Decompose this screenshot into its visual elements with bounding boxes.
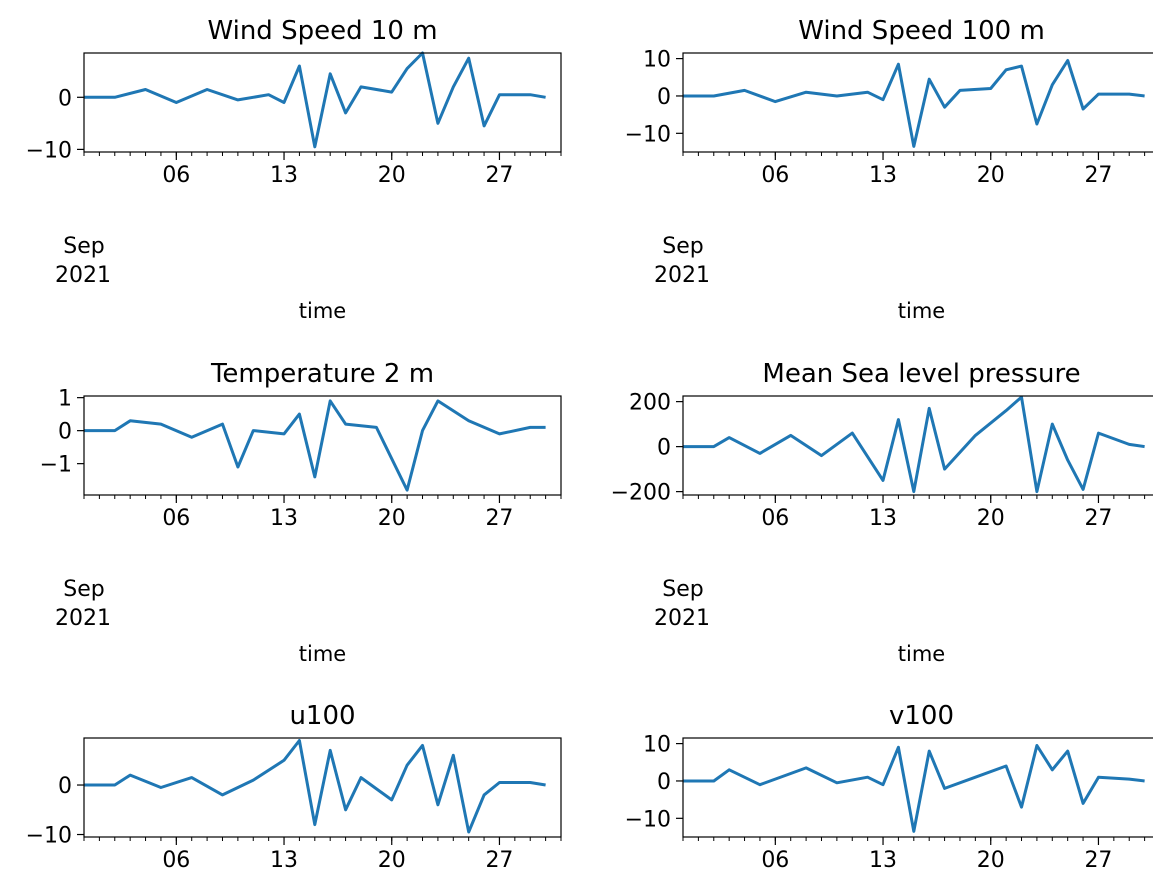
subplot-title: u100 — [289, 701, 355, 731]
x-axis-label: time — [299, 642, 346, 666]
x-tick-label: 27 — [1084, 848, 1112, 873]
x-tick-label: 20 — [977, 163, 1005, 188]
y-tick-label: 0 — [657, 436, 671, 461]
y-tick-label: 0 — [657, 85, 671, 110]
x-tick-label: 20 — [977, 848, 1005, 873]
x-axis-label: time — [299, 299, 346, 323]
series-line — [84, 399, 546, 492]
subplot-title: Wind Speed 10 m — [207, 16, 437, 46]
axes-frame — [83, 737, 562, 838]
x-month-label: Sep — [63, 577, 104, 602]
x-year-label: 2021 — [55, 263, 111, 288]
y-tick-label: 0 — [58, 774, 72, 799]
x-year-label: 2021 — [654, 606, 710, 631]
y-tick-label: −10 — [26, 138, 72, 163]
x-tick-label: 06 — [761, 163, 789, 188]
x-tick-label: 27 — [485, 848, 513, 873]
y-tick-label: −10 — [625, 807, 671, 832]
y-tick-label: 10 — [643, 48, 671, 73]
x-tick-label: 20 — [378, 506, 406, 531]
y-tick-label: −10 — [625, 122, 671, 147]
series-line — [683, 744, 1145, 833]
x-tick-label: 06 — [761, 506, 789, 531]
x-tick-label: 06 — [162, 163, 190, 188]
x-tick-label: 20 — [378, 848, 406, 873]
y-tick-label: 0 — [657, 770, 671, 795]
x-tick-label: 20 — [378, 163, 406, 188]
y-tick-label: 200 — [629, 391, 671, 416]
series-line — [683, 59, 1145, 148]
subplot-1: Wind Speed 10 m 06 13 20 27 0 −10 Sep 2021 time — [26, 16, 562, 323]
axes-frame — [682, 737, 1153, 838]
y-tick-label: −10 — [26, 824, 72, 849]
x-tick-label: 13 — [869, 848, 897, 873]
x-tick-label: 13 — [270, 163, 298, 188]
x-tick-label: 27 — [1084, 506, 1112, 531]
x-month-label: Sep — [63, 234, 104, 259]
x-tick-label: 20 — [977, 506, 1005, 531]
y-tick-label: −1 — [40, 453, 72, 478]
subplot-title: Wind Speed 100 m — [798, 16, 1045, 46]
axes-frame — [682, 52, 1153, 153]
series-line — [683, 395, 1145, 494]
axes-frame — [83, 395, 562, 496]
x-tick-label: 13 — [869, 163, 897, 188]
y-tick-label: −200 — [611, 481, 671, 506]
y-tick-label: 0 — [58, 86, 72, 111]
x-year-label: 2021 — [55, 606, 111, 631]
x-tick-label: 27 — [485, 506, 513, 531]
x-year-label: 2021 — [654, 263, 710, 288]
y-tick-label: 0 — [58, 420, 72, 445]
x-tick-label: 06 — [761, 848, 789, 873]
x-tick-label: 06 — [162, 506, 190, 531]
subplot-4: Mean Sea level pressure 06 13 20 27 200 0 −200 S… — [611, 359, 1153, 666]
x-month-label: Sep — [662, 234, 703, 259]
x-tick-label: 13 — [270, 506, 298, 531]
axes-frame — [83, 52, 562, 153]
x-tick-label: 06 — [162, 848, 190, 873]
y-tick-label: 10 — [643, 733, 671, 758]
x-axis-label: time — [898, 299, 945, 323]
axes-frame — [682, 395, 1153, 496]
x-tick-label: 27 — [485, 163, 513, 188]
y-tick-label: 1 — [58, 387, 72, 412]
subplot-2: Wind Speed 100 m 06 13 20 27 10 0 −10 Sep 2021 tim… — [625, 16, 1153, 323]
x-axis-label: time — [898, 642, 945, 666]
subplot-3: Temperature 2 m 06 13 20 27 1 0 −1 Sep 2021 time — [40, 359, 562, 666]
subplot-title: Mean Sea level pressure — [762, 359, 1080, 389]
x-tick-label: 13 — [270, 848, 298, 873]
subplot-title: v100 — [889, 701, 954, 731]
subplot-title: Temperature 2 m — [210, 359, 434, 389]
subplot-5: u100 06 13 20 27 0 −10 — [26, 701, 562, 873]
series-line — [84, 51, 546, 149]
x-month-label: Sep — [662, 577, 703, 602]
series-line — [84, 739, 546, 834]
x-tick-label: 13 — [869, 506, 897, 531]
subplot-6: v100 06 13 20 27 10 0 −10 — [625, 701, 1153, 873]
x-tick-label: 27 — [1084, 163, 1112, 188]
